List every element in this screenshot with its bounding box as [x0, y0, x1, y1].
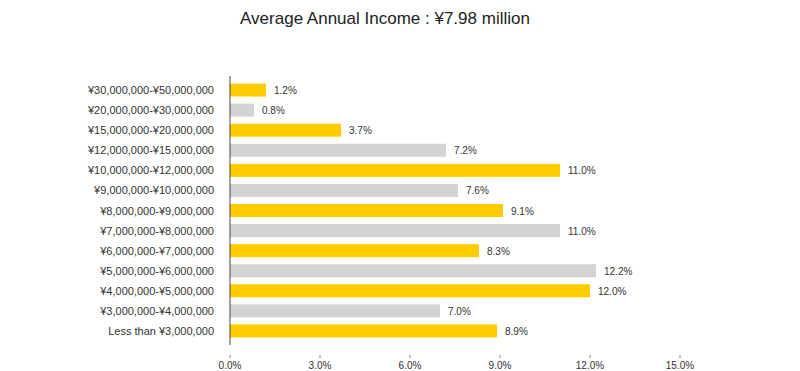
x-tick-label: 9.0%: [489, 360, 512, 371]
bar: [230, 304, 440, 317]
category-axis-line: [230, 76, 231, 345]
bar: [230, 84, 266, 97]
x-tick: [500, 355, 501, 358]
bar: [230, 164, 560, 177]
category-label: ¥20,000,000-¥30,000,000: [87, 104, 214, 116]
x-tick-label: 12.0%: [576, 360, 604, 371]
x-tick: [230, 355, 231, 358]
data-label: 9.1%: [511, 206, 534, 217]
data-label: 7.0%: [448, 306, 471, 317]
category-label: ¥4,000,000-¥5,000,000: [99, 285, 214, 297]
x-tick-label: 15.0%: [666, 360, 694, 371]
x-tick: [590, 355, 591, 358]
data-label: 11.0%: [568, 226, 596, 237]
category-label: ¥30,000,000-¥50,000,000: [87, 84, 214, 96]
chart-svg: Average Annual Income : ¥7.98 million ¥30…: [0, 0, 800, 371]
category-label: ¥10,000,000-¥12,000,000: [87, 164, 214, 176]
bar: [230, 124, 341, 137]
x-tick-label: 6.0%: [399, 360, 422, 371]
bars: [230, 84, 596, 338]
data-label: 7.2%: [454, 145, 477, 156]
category-label: ¥8,000,000-¥9,000,000: [99, 205, 214, 217]
category-label: ¥15,000,000-¥20,000,000: [87, 124, 214, 136]
data-label: 0.8%: [262, 105, 285, 116]
bar: [230, 104, 254, 117]
data-label: 7.6%: [466, 185, 489, 196]
bar: [230, 324, 497, 337]
chart-container: Average Annual Income : ¥7.98 million ¥30…: [0, 0, 800, 371]
x-tick-label: 0.0%: [219, 360, 242, 371]
chart-title: Average Annual Income : ¥7.98 million: [240, 9, 530, 28]
category-label: Less than ¥3,000,000: [108, 325, 214, 337]
x-tick: [410, 355, 411, 358]
category-label: ¥6,000,000-¥7,000,000: [99, 245, 214, 257]
bar: [230, 264, 596, 277]
data-label: 12.2%: [604, 266, 632, 277]
data-label: 12.0%: [598, 286, 626, 297]
x-tick: [680, 355, 681, 358]
x-tick-label: 3.0%: [309, 360, 332, 371]
category-label: ¥9,000,000-¥10,000,000: [93, 184, 214, 196]
bar: [230, 144, 446, 157]
bar: [230, 224, 560, 237]
data-label: 8.9%: [505, 326, 528, 337]
category-label: ¥12,000,000-¥15,000,000: [87, 144, 214, 156]
category-label: ¥3,000,000-¥4,000,000: [99, 305, 214, 317]
bar: [230, 284, 590, 297]
category-label: ¥5,000,000-¥6,000,000: [99, 265, 214, 277]
x-tick: [320, 355, 321, 358]
data-label: 1.2%: [274, 85, 297, 96]
category-label: ¥7,000,000-¥8,000,000: [99, 225, 214, 237]
data-label: 11.0%: [568, 165, 596, 176]
data-label: 3.7%: [349, 125, 372, 136]
bar: [230, 204, 503, 217]
bar: [230, 244, 479, 257]
data-label: 8.3%: [487, 246, 510, 257]
bar: [230, 184, 458, 197]
